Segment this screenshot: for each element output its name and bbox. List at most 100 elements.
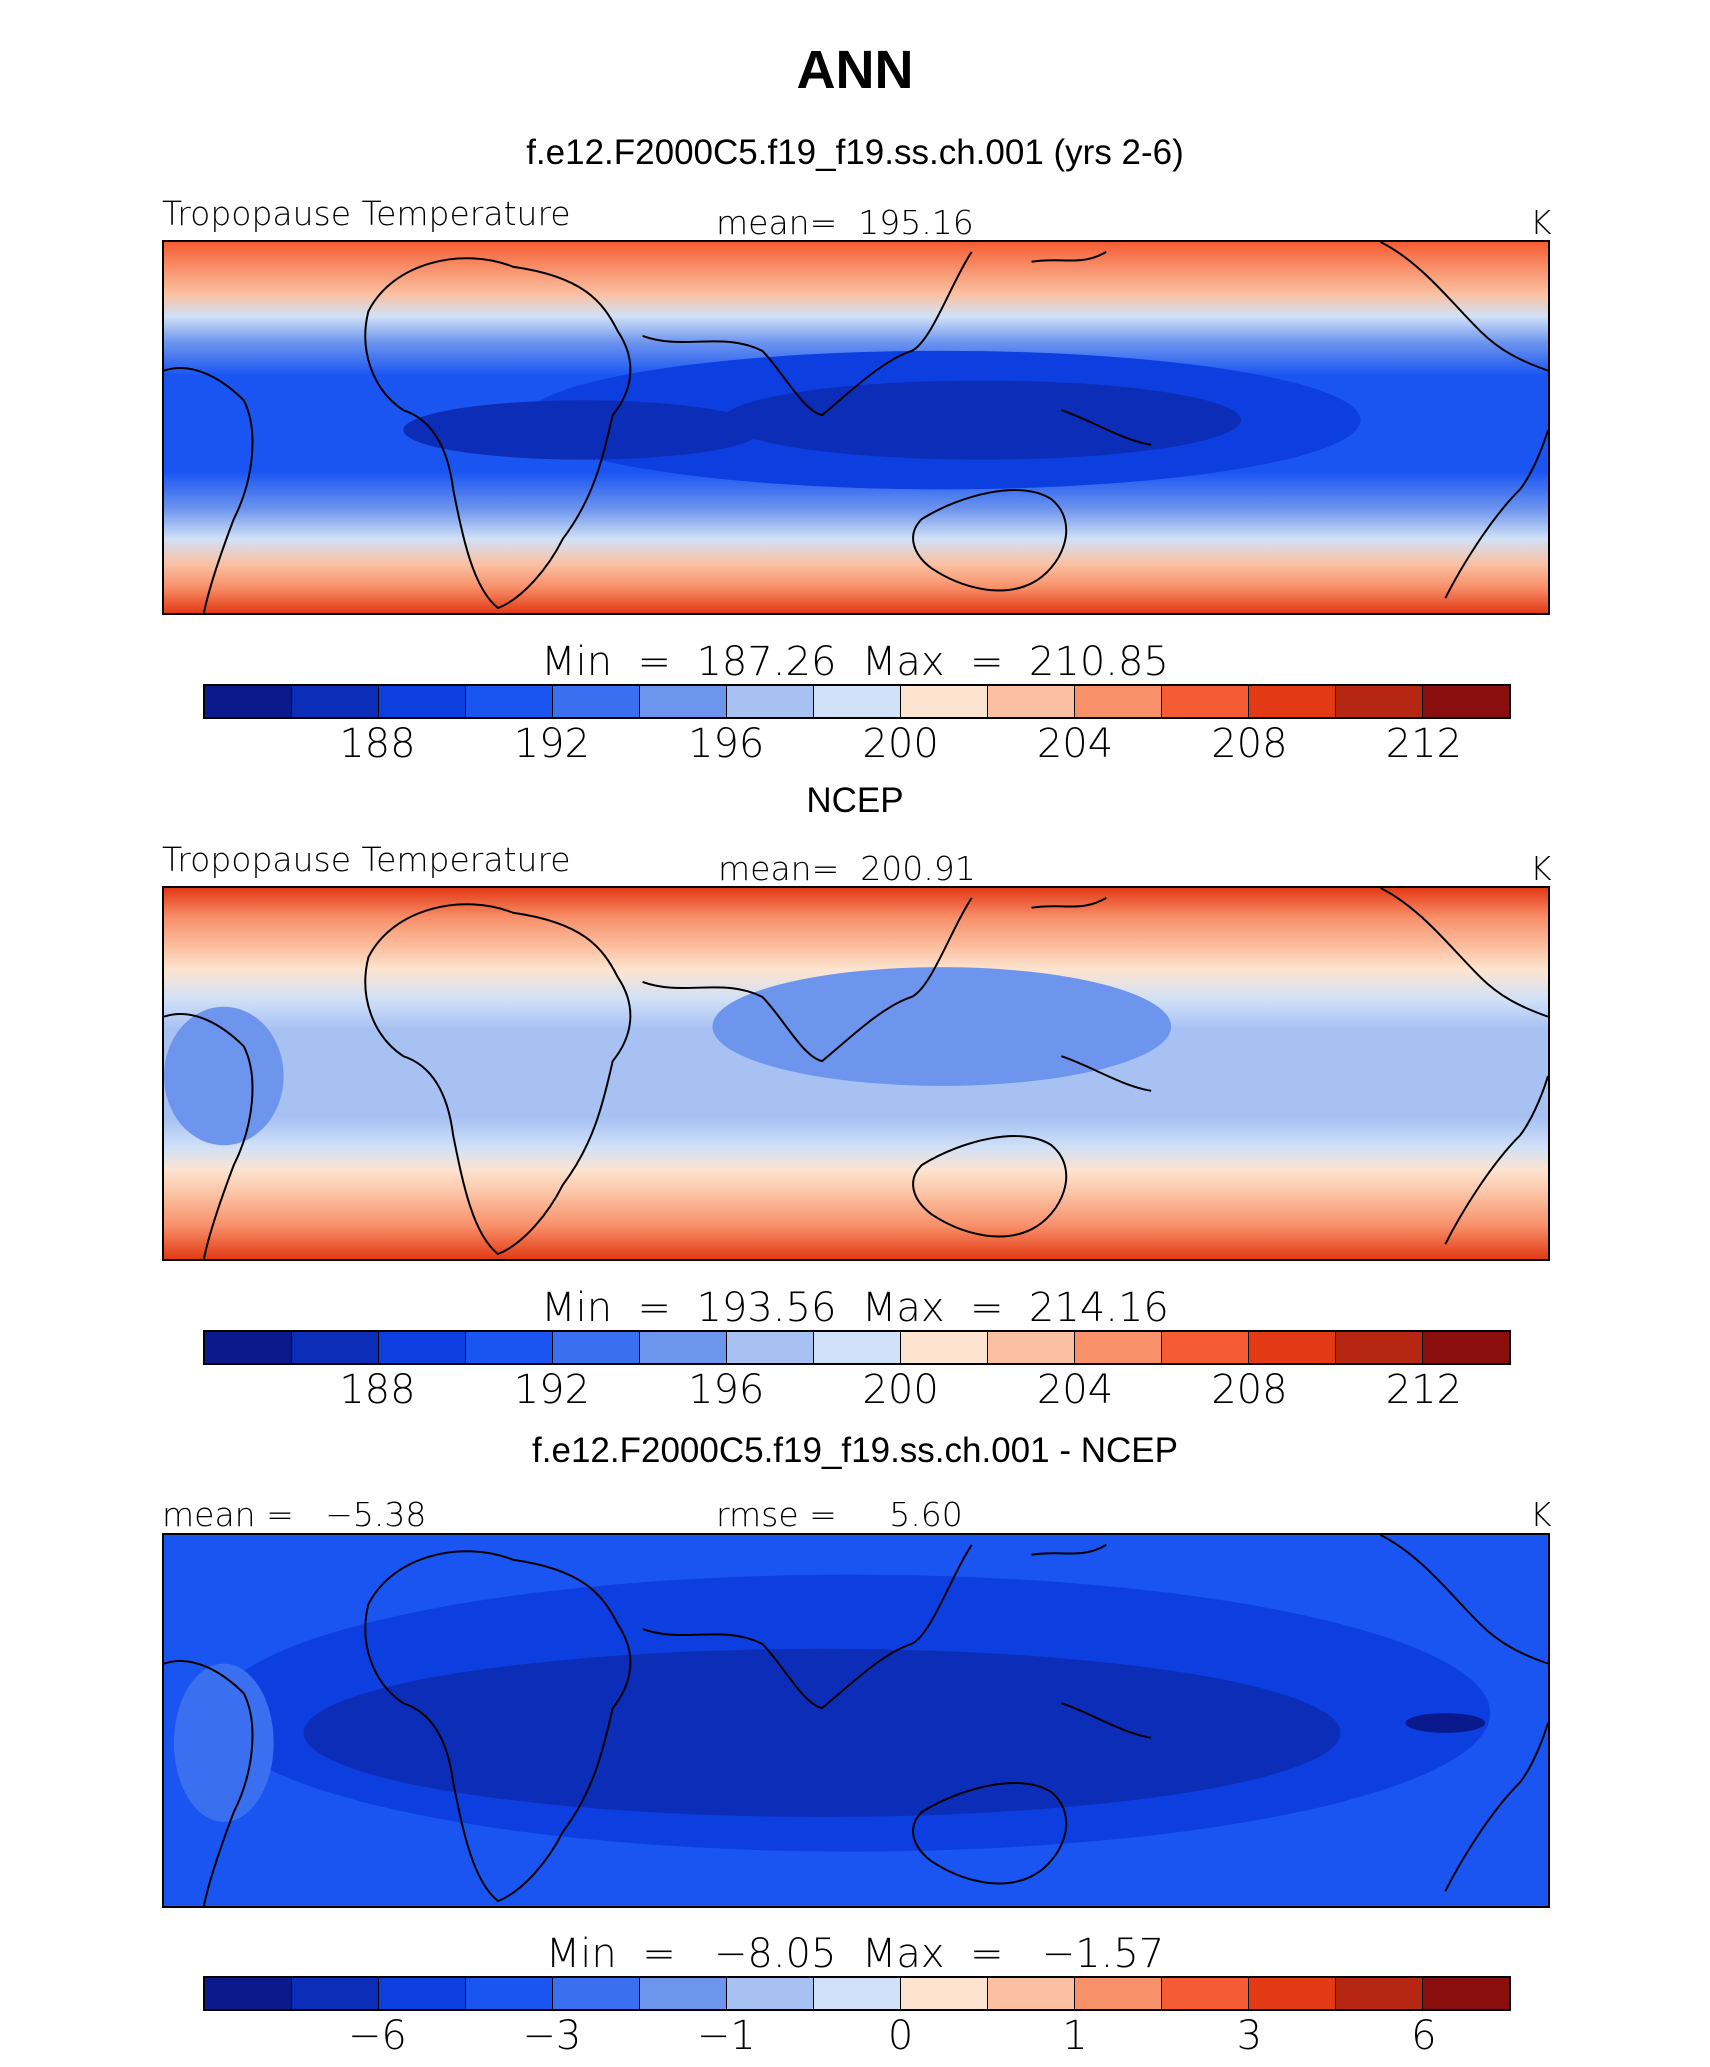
panel-2-map-svg xyxy=(164,888,1548,1259)
panel-3-colorbar-labels: −6 −3 −1 0 1 3 6 xyxy=(0,2014,1710,2064)
colorbar-tick-label: 6 xyxy=(1411,2013,1437,2059)
panel-3-colorbar xyxy=(203,1976,1511,2011)
colorbar-box-4 xyxy=(553,686,640,717)
panel-1-colorbar xyxy=(203,684,1511,719)
colorbar-tick-label: 204 xyxy=(1036,1367,1114,1413)
panel-1-map xyxy=(162,240,1550,615)
colorbar-box-9 xyxy=(988,1978,1075,2009)
colorbar-box-14 xyxy=(1423,1332,1509,1363)
panel-3-coldest-region xyxy=(303,1648,1341,1817)
panel-1-case-title: f.e12.F2000C5.f19_f19.ss.ch.001 (yrs 2-6… xyxy=(526,133,1184,172)
colorbar-box-5 xyxy=(640,1978,727,2009)
colorbar-box-0 xyxy=(205,1978,292,2009)
panel-2-mean-label: mean= 200.91 xyxy=(718,849,976,888)
colorbar-box-7 xyxy=(814,1332,901,1363)
panel-2-colorbar-labels: 188 192 196 200 204 208 212 xyxy=(0,1368,1710,1418)
colorbar-box-6 xyxy=(727,686,814,717)
colorbar-box-8 xyxy=(901,686,988,717)
panel-3-min-max: Min = −8.05 Max = −1.57 xyxy=(545,1931,1165,1977)
colorbar-box-6 xyxy=(727,1978,814,2009)
colorbar-box-1 xyxy=(292,686,379,717)
panel-3-rmse-label: rmse = 5.60 xyxy=(716,1495,963,1534)
panel-1-min-max: Min = 187.26 Max = 210.85 xyxy=(541,639,1169,685)
colorbar-tick-label: 188 xyxy=(339,721,416,767)
panel-3-coastlines xyxy=(164,1535,1548,1906)
panel-2-map xyxy=(162,886,1550,1261)
colorbar-box-13 xyxy=(1336,1978,1423,2009)
panel-1-units-label: K xyxy=(1530,203,1552,242)
colorbar-box-0 xyxy=(205,686,292,717)
panel-3-map-svg xyxy=(164,1535,1548,1906)
panel-1-coldest-region xyxy=(722,380,1241,460)
colorbar-box-2 xyxy=(379,1332,466,1363)
panel-3-case-title: f.e12.F2000C5.f19_f19.ss.ch.001 - NCEP xyxy=(532,1431,1178,1470)
colorbar-box-11 xyxy=(1162,1332,1249,1363)
panel-3-mean-label: mean = −5.38 xyxy=(162,1495,427,1534)
panel-1-variable-label: Tropopause Temperature xyxy=(162,194,571,233)
colorbar-box-6 xyxy=(727,1332,814,1363)
panel-1-mean-label: mean= 195.16 xyxy=(716,203,974,242)
colorbar-box-7 xyxy=(814,686,901,717)
colorbar-box-10 xyxy=(1075,686,1162,717)
colorbar-tick-label: 188 xyxy=(339,1367,416,1413)
panel-1-coastlines xyxy=(164,242,1548,613)
colorbar-box-1 xyxy=(292,1978,379,2009)
colorbar-tick-label: 212 xyxy=(1385,1367,1462,1413)
panel-3-samerica-region xyxy=(173,1663,274,1822)
colorbar-box-12 xyxy=(1249,1978,1336,2009)
colorbar-tick-label: 204 xyxy=(1036,721,1114,767)
colorbar-box-13 xyxy=(1336,686,1423,717)
colorbar-tick-label: 0 xyxy=(887,2013,914,2059)
colorbar-box-12 xyxy=(1249,686,1336,717)
colorbar-tick-label: 192 xyxy=(513,1367,590,1413)
colorbar-box-10 xyxy=(1075,1978,1162,2009)
colorbar-box-5 xyxy=(640,686,727,717)
colorbar-box-3 xyxy=(466,686,553,717)
colorbar-box-10 xyxy=(1075,1332,1162,1363)
colorbar-box-8 xyxy=(901,1332,988,1363)
colorbar-box-1 xyxy=(292,1332,379,1363)
colorbar-box-4 xyxy=(553,1978,640,2009)
colorbar-box-9 xyxy=(988,686,1075,717)
colorbar-tick-label: 192 xyxy=(513,721,590,767)
colorbar-tick-label: 196 xyxy=(688,721,765,767)
colorbar-box-12 xyxy=(1249,1332,1336,1363)
panel-2-samerica-cold-region xyxy=(164,1006,284,1146)
colorbar-box-0 xyxy=(205,1332,292,1363)
colorbar-tick-label: −3 xyxy=(522,2013,582,2059)
panel-2-variable-label: Tropopause Temperature xyxy=(162,840,571,879)
panel-2-coastlines xyxy=(164,888,1548,1259)
panel-2-colorbar xyxy=(203,1330,1511,1365)
colorbar-tick-label: 196 xyxy=(688,1367,765,1413)
colorbar-box-9 xyxy=(988,1332,1075,1363)
colorbar-tick-label: 200 xyxy=(862,1367,939,1413)
colorbar-tick-label: 3 xyxy=(1236,2013,1263,2059)
colorbar-tick-label: 208 xyxy=(1211,721,1288,767)
colorbar-box-4 xyxy=(553,1332,640,1363)
panel-2-units-label: K xyxy=(1530,849,1552,888)
colorbar-tick-label: 1 xyxy=(1062,2013,1088,2059)
panel-3-map xyxy=(162,1533,1550,1908)
colorbar-box-3 xyxy=(466,1332,553,1363)
panel-3-units-label: K xyxy=(1530,1495,1552,1534)
colorbar-box-7 xyxy=(814,1978,901,2009)
panel-1-map-svg xyxy=(164,242,1548,613)
colorbar-box-14 xyxy=(1423,686,1509,717)
colorbar-tick-label: 212 xyxy=(1385,721,1462,767)
colorbar-tick-label: −1 xyxy=(696,2013,756,2059)
panel-3-minimum-region xyxy=(1405,1713,1486,1733)
colorbar-tick-label: −6 xyxy=(347,2013,407,2059)
panel-2-case-title: NCEP xyxy=(806,781,904,820)
colorbar-box-5 xyxy=(640,1332,727,1363)
colorbar-box-13 xyxy=(1336,1332,1423,1363)
panel-2-min-max: Min = 193.56 Max = 214.16 xyxy=(541,1285,1169,1331)
main-title: ANN xyxy=(796,40,914,100)
colorbar-box-3 xyxy=(466,1978,553,2009)
colorbar-tick-label: 208 xyxy=(1211,1367,1288,1413)
colorbar-box-8 xyxy=(901,1978,988,2009)
panel-2-cold-region xyxy=(712,967,1172,1086)
colorbar-box-11 xyxy=(1162,1978,1249,2009)
colorbar-box-14 xyxy=(1423,1978,1509,2009)
colorbar-box-2 xyxy=(379,686,466,717)
panel-1-africa-cold-region xyxy=(403,400,763,460)
